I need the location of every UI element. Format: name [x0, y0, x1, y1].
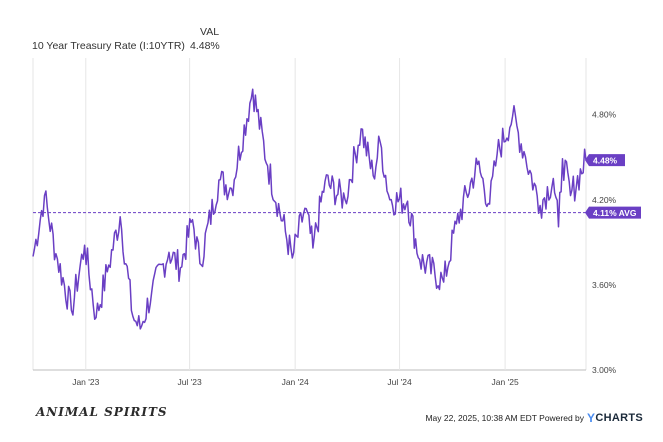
- last-value-badge-label: 4.48%: [593, 156, 618, 166]
- average-badge-label: 4.11% AVG: [593, 208, 637, 218]
- animal-spirits-logo: ANIMAL SPIRITS: [36, 405, 168, 419]
- average-badge: 4.11% AVG: [585, 206, 641, 219]
- x-tick-label: Jan '25: [492, 377, 519, 387]
- ycharts-logo[interactable]: Y CHARTS: [587, 411, 643, 425]
- legend-series-name[interactable]: 10 Year Treasury Rate (I:10YTR): [32, 40, 185, 52]
- legend-series-value: 4.48%: [190, 40, 220, 52]
- last-value-badge: 4.48%: [585, 154, 625, 167]
- x-tick-label: Jul '23: [177, 377, 202, 387]
- ycharts-y-icon: Y: [587, 411, 596, 425]
- x-tick-label: Jul '24: [387, 377, 412, 387]
- legend-value-header: VAL: [200, 26, 220, 38]
- y-tick-label: 4.80%: [592, 110, 617, 120]
- average-badge-shape: [585, 206, 641, 219]
- last-value-badge-shape: [585, 154, 625, 167]
- ycharts-wordmark: CHARTS: [595, 412, 643, 424]
- y-tick-label: 3.00%: [592, 365, 617, 375]
- x-tick-label: Jan '23: [72, 377, 99, 387]
- y-tick-label: 3.60%: [592, 280, 617, 290]
- y-tick-label: 4.20%: [592, 195, 617, 205]
- treasury-rate-line: [32, 88, 587, 330]
- x-tick-label: Jan '24: [282, 377, 309, 387]
- footer-timestamp: May 22, 2025, 10:38 AM EDT Powered by: [425, 413, 585, 423]
